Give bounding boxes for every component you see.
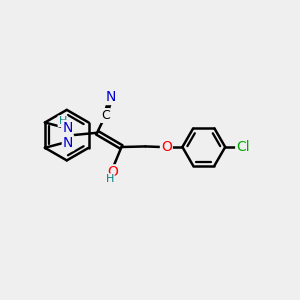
Text: O: O	[107, 165, 118, 179]
Text: O: O	[161, 140, 172, 154]
Text: N: N	[63, 136, 73, 150]
Text: H: H	[105, 174, 114, 184]
Text: C: C	[101, 109, 110, 122]
Text: N: N	[62, 121, 73, 135]
Text: H: H	[58, 116, 67, 126]
Text: N: N	[106, 90, 116, 104]
Text: Cl: Cl	[236, 140, 250, 154]
